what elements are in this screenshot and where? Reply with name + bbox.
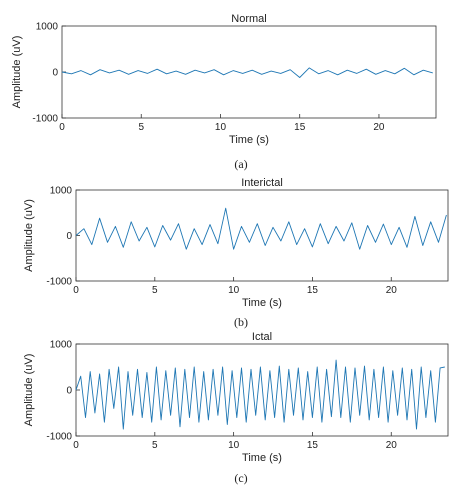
plot-frame-0 — [61, 25, 437, 119]
y-tick-label: 1000 — [50, 186, 73, 197]
x-tick-label: 20 — [386, 440, 398, 451]
series-line-0-0 — [61, 67, 433, 78]
caption-a: (a) — [234, 157, 247, 171]
x-tick-label: 20 — [373, 122, 385, 133]
x-tick-label: 0 — [73, 285, 79, 296]
y-tick-label: -1000 — [46, 432, 72, 443]
y-tick-label: 0 — [66, 231, 72, 242]
series-line-1-0 — [75, 207, 447, 250]
x-tick-label: 5 — [138, 122, 144, 133]
y-axis-label: Amplitude (uV) — [23, 354, 35, 427]
y-tick-label: 1000 — [50, 340, 73, 351]
y-axis-label: Amplitude (uV) — [23, 199, 35, 272]
x-axis-label: Time (s) — [242, 452, 282, 464]
y-axis-label: Amplitude (uV) — [11, 36, 23, 109]
x-axis-label: Time (s) — [229, 134, 269, 146]
x-tick-label: 15 — [307, 285, 319, 296]
chart-title: Interictal — [241, 177, 283, 189]
x-tick-label: 10 — [215, 122, 227, 133]
x-tick-label: 10 — [228, 285, 240, 296]
series-line-2-0 — [75, 359, 445, 430]
x-axis-label: Time (s) — [242, 297, 282, 309]
chart-title: Normal — [231, 13, 266, 25]
x-tick-label: 5 — [152, 285, 158, 296]
y-tick-label: -1000 — [46, 277, 72, 288]
x-tick-label: 15 — [307, 440, 319, 451]
y-tick-label: 1000 — [36, 22, 59, 33]
x-tick-label: 10 — [228, 440, 240, 451]
chart-title: Ictal — [252, 331, 272, 343]
plot-frame-2 — [75, 343, 449, 437]
y-tick-label: 0 — [66, 386, 72, 397]
x-tick-label: 5 — [152, 440, 158, 451]
y-tick-label: 0 — [52, 68, 58, 79]
caption-c: (c) — [234, 471, 247, 485]
x-tick-label: 20 — [386, 285, 398, 296]
x-tick-label: 15 — [294, 122, 306, 133]
caption-b: (b) — [234, 315, 248, 329]
y-tick-label: -1000 — [32, 114, 58, 125]
x-tick-label: 0 — [59, 122, 65, 133]
x-tick-label: 0 — [73, 440, 79, 451]
